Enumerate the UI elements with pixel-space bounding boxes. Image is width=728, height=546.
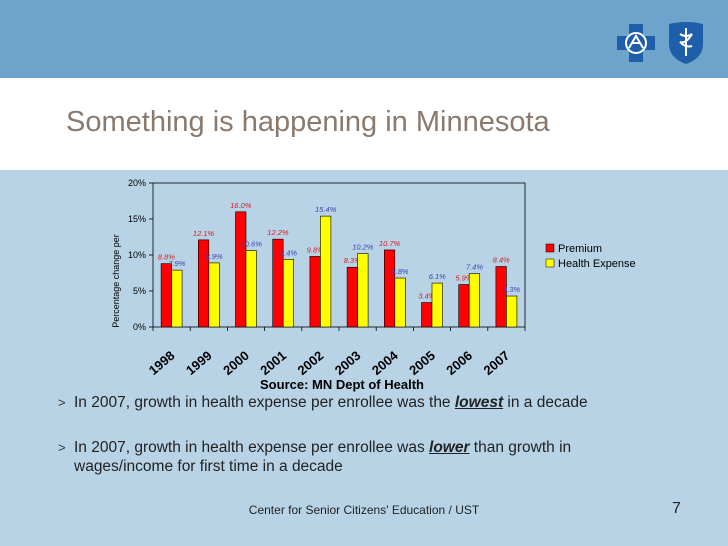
health-expense-data-label: 6.1%	[429, 272, 446, 281]
premium-bar	[421, 302, 433, 328]
bar-chart: 0% 5% 10% 15% 20% 8.8%7.9% 1998 12.1% 8.9% 1999 16…	[111, 178, 636, 392]
legend-swatch-health-expense	[545, 258, 555, 268]
x-tick-label: 2001	[257, 348, 289, 378]
bullet-1-text-start: In 2007, growth in health expense per en…	[74, 394, 455, 411]
health-expense-data-label: 7.4%	[466, 263, 483, 272]
blue-cross-icon	[617, 24, 655, 62]
health-expense-bar	[468, 273, 481, 328]
health-expense-bar	[431, 282, 443, 328]
premium-data-label: 12.1%	[193, 229, 215, 238]
bullet-1: > In 2007, growth in health expense per …	[58, 393, 668, 412]
bullet-2: > In 2007, growth in health expense per …	[58, 438, 668, 476]
premium-data-label: 3.4%	[418, 292, 435, 301]
health-expense-bar	[282, 259, 295, 328]
premium-bar	[383, 249, 396, 328]
x-tick-label: 1998	[146, 348, 178, 378]
x-tick-label: 2003	[332, 348, 364, 378]
health-expense-data-label: 9.4%	[280, 248, 297, 257]
health-expense-data-label: 8.9%	[205, 252, 222, 261]
health-expense-bar	[320, 215, 332, 328]
bullet-1-text-end: in a decade	[503, 394, 588, 411]
legend-label-premium: Premium	[558, 243, 602, 255]
premium-bar	[235, 211, 247, 328]
bullet-2-emphasis: lower	[429, 439, 470, 456]
content-band	[0, 170, 728, 546]
footer-text: Center for Senior Citizens' Education / …	[248, 503, 480, 517]
health-expense-bar	[394, 277, 406, 328]
blue-shield-icon	[669, 22, 703, 64]
premium-data-label: 8.3%	[344, 256, 361, 265]
y-tick-label: 10%	[128, 250, 146, 260]
x-tick-label: 1999	[183, 348, 215, 378]
y-tick-label: 15%	[128, 214, 146, 224]
premium-data-label: 10.7%	[379, 239, 401, 248]
bullet-1-emphasis: lowest	[454, 394, 504, 411]
health-expense-bar	[245, 250, 257, 328]
premium-bar	[160, 263, 172, 328]
health-expense-data-label: 10.6%	[241, 240, 263, 249]
premium-data-label: 8.4%	[493, 256, 510, 265]
health-expense-bar	[357, 253, 369, 328]
health-expense-data-label: 7.9%	[168, 259, 185, 268]
health-expense-data-label: 4.3%	[503, 285, 520, 294]
bullet-2-text-start: In 2007, growth in health expense per en…	[74, 439, 430, 456]
legend-swatch-premium	[545, 243, 555, 253]
premium-bar	[346, 266, 358, 328]
premium-data-label: 8.8%	[158, 253, 175, 262]
health-expense-bar	[506, 295, 518, 328]
premium-bar	[495, 266, 507, 328]
health-expense-data-label: 15.4%	[315, 205, 337, 214]
premium-data-label: 5.9%	[455, 274, 472, 283]
bullet-marker: >	[58, 440, 66, 455]
page-number: 7	[672, 500, 681, 517]
chart-plot-area: 0% 5% 10% 15% 20% 8.8%7.9% 1998 12.1% 8.9% 1999 16…	[128, 178, 526, 378]
page-title: Something is happening in Minnesota	[66, 106, 550, 138]
bullet-2-text-end: than growth in wages/income for first ti…	[74, 439, 572, 475]
premium-bar	[458, 284, 470, 328]
chart-legend: Premium Health Expense	[545, 243, 636, 270]
bullet-marker: >	[58, 395, 66, 410]
x-tick-label: 2002	[295, 348, 327, 378]
x-tick-label: 2005	[406, 348, 438, 378]
x-tick-label: 2006	[443, 348, 475, 378]
y-axis-title: Percentage change per	[111, 234, 121, 328]
premium-data-label: 9.8%	[307, 245, 324, 254]
premium-data-label: 12.2%	[267, 228, 289, 237]
health-expense-bar	[171, 269, 183, 328]
health-expense-data-label: 6.8%	[391, 267, 408, 276]
y-tick-label: 0%	[133, 322, 146, 332]
y-tick-label: 20%	[128, 178, 146, 188]
x-tick-label: 2004	[369, 347, 401, 378]
x-axis-title: Source: MN Dept of Health	[260, 377, 424, 392]
premium-data-label: 16.0%	[230, 201, 252, 210]
health-expense-data-label: 10.2%	[352, 243, 374, 252]
premium-bar	[309, 256, 321, 328]
legend-label-health-expense: Health Expense	[558, 258, 636, 270]
health-expense-bar	[208, 262, 220, 328]
y-tick-label: 5%	[133, 286, 146, 296]
x-tick-label: 2007	[481, 348, 513, 378]
x-tick-label: 2000	[220, 348, 252, 378]
header-band	[0, 0, 728, 78]
